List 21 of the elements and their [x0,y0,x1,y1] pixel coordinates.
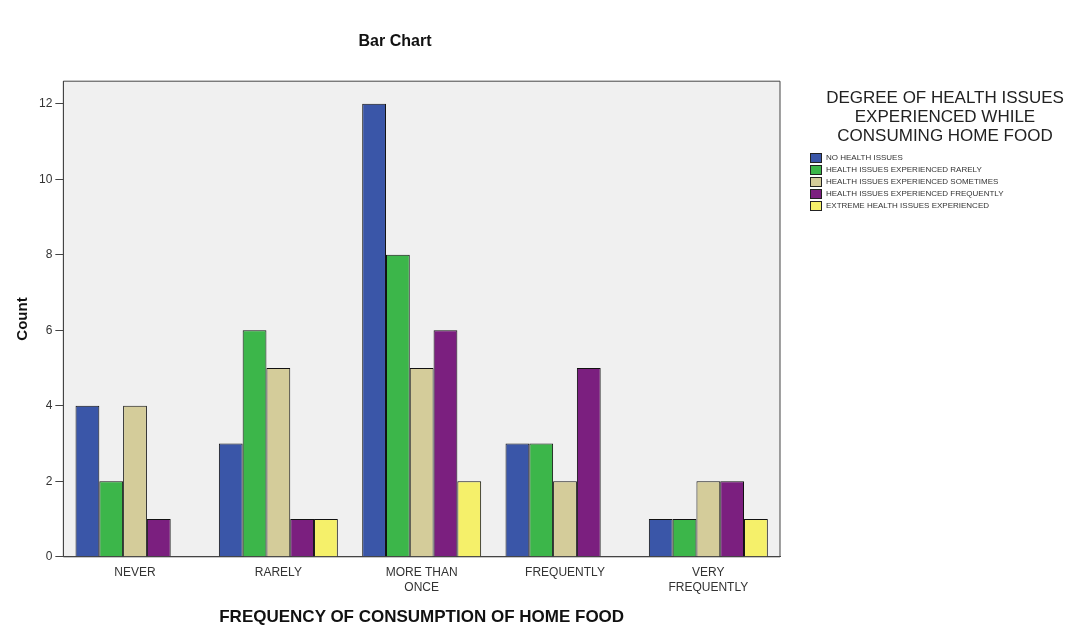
legend-label: HEALTH ISSUES EXPERIENCED FREQUENTLY [826,189,1004,198]
x-tick-label: FREQUENTLY [525,565,605,580]
x-tick-label: NEVER [114,565,157,580]
legend-label: EXTREME HEALTH ISSUES EXPERIENCED [826,201,989,210]
y-tick-label: 8 [45,247,53,262]
x-tick-label: RARELY [254,565,302,580]
y-tick-label: 6 [45,322,53,337]
x-axis-title: FREQUENCY OF CONSUMPTION OF HOME FOOD [219,607,625,627]
y-tick-label: 12 [38,96,53,111]
y-tick-label: 10 [38,171,53,186]
y-tick-label: 2 [45,473,53,488]
y-tick-label: 0 [45,549,53,564]
x-tick-label: MORE THAN ONCE [385,565,458,594]
chart-title: Bar Chart [358,32,433,50]
legend-title: DEGREE OF HEALTH ISSUES EXPERIENCED WHILE CONSUMING HOME FOOD [825,88,1065,145]
y-axis-title: Count [13,297,31,341]
legend-label: HEALTH ISSUES EXPERIENCED SOMETIMES [826,177,999,186]
x-tick-label: VERY FREQUENTLY [668,565,749,594]
y-tick-label: 4 [45,398,53,413]
legend-label: HEALTH ISSUES EXPERIENCED RARELY [826,165,982,174]
legend-label: NO HEALTH ISSUES [826,153,903,162]
